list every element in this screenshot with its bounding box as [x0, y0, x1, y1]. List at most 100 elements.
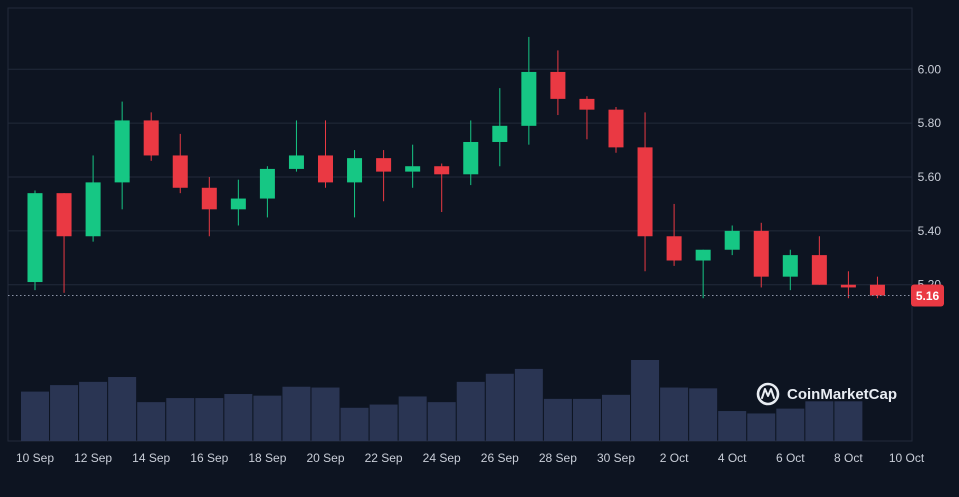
- y-tick-label: 6.00: [918, 62, 942, 76]
- candle-body: [288, 155, 304, 169]
- candle-body: [114, 120, 130, 183]
- x-tick-label: 14 Sep: [132, 451, 170, 465]
- candle-body: [347, 158, 363, 183]
- volume-bar: [456, 381, 485, 441]
- volume-bar: [485, 373, 514, 441]
- volume-bar: [166, 398, 195, 441]
- candle-body: [56, 193, 72, 237]
- candle-body: [782, 255, 798, 277]
- x-tick-label: 12 Sep: [74, 451, 112, 465]
- candle-body: [85, 182, 101, 237]
- volume-bar: [834, 401, 863, 441]
- x-tick-label: 22 Sep: [365, 451, 403, 465]
- candle-layer: [27, 36, 885, 299]
- candle: [492, 88, 508, 167]
- candle-body: [318, 155, 333, 183]
- x-tick-label: 26 Sep: [481, 451, 519, 465]
- brand-name: CoinMarketCap: [787, 386, 897, 403]
- volume-bar: [543, 398, 572, 441]
- candle-body: [521, 71, 537, 126]
- volume-bar: [253, 395, 282, 441]
- candle: [56, 193, 72, 293]
- volume-bar: [805, 401, 834, 441]
- volume-bar: [747, 413, 776, 441]
- candle-body: [753, 230, 769, 277]
- candle-body: [201, 187, 217, 210]
- candle: [114, 101, 130, 210]
- candle: [521, 36, 537, 145]
- volume-bar: [369, 404, 398, 441]
- candle: [608, 106, 624, 153]
- candle: [405, 144, 421, 188]
- price-tag-background: [911, 284, 944, 307]
- candle-body: [695, 249, 711, 261]
- volume-bar: [427, 402, 456, 441]
- candle: [463, 120, 479, 186]
- current-price-label: 5.16: [916, 289, 940, 303]
- candle: [347, 150, 363, 218]
- candle-body: [492, 125, 508, 142]
- x-tick-label: 10 Sep: [16, 451, 54, 465]
- volume-bar: [776, 408, 805, 441]
- y-tick-label: 5.40: [918, 224, 942, 238]
- volume-bar: [718, 411, 747, 441]
- current-price-tag: 5.16: [911, 284, 944, 307]
- volume-bar: [514, 368, 543, 441]
- volume-bar: [572, 398, 601, 441]
- volume-bar: [79, 381, 108, 441]
- candle-body: [405, 166, 421, 172]
- candle: [288, 120, 304, 172]
- volume-bar: [195, 398, 224, 441]
- candle: [201, 177, 217, 237]
- x-tick-label: 2 Oct: [660, 451, 689, 465]
- candle: [840, 271, 856, 299]
- volume-bar: [631, 360, 660, 441]
- candle-body: [434, 166, 450, 175]
- candle-body: [637, 147, 653, 237]
- x-tick-label: 18 Sep: [248, 451, 286, 465]
- candle: [143, 112, 159, 161]
- candle-body: [869, 284, 885, 296]
- y-tick-label: 5.60: [918, 170, 942, 184]
- volume-bar: [21, 391, 49, 441]
- candle: [85, 155, 101, 242]
- candle-body: [840, 284, 856, 288]
- candle: [550, 50, 566, 116]
- volume-bar: [311, 387, 340, 441]
- candle: [259, 166, 275, 218]
- volume-bar: [137, 402, 166, 441]
- volume-bar: [689, 388, 718, 441]
- candle: [579, 96, 595, 140]
- volume-bar: [340, 407, 369, 441]
- volume-bar: [50, 385, 79, 441]
- candle: [666, 203, 682, 266]
- candle-body: [259, 168, 275, 199]
- candle: [724, 225, 740, 256]
- x-tick-label: 10 Oct: [889, 451, 925, 465]
- candle: [811, 236, 827, 285]
- candle: [230, 179, 246, 226]
- x-tick-label: 4 Oct: [718, 451, 747, 465]
- candle-body: [666, 236, 682, 261]
- candle: [782, 249, 798, 291]
- candle: [434, 163, 450, 213]
- candle-body: [608, 109, 624, 148]
- candle-body: [172, 155, 188, 188]
- volume-bar: [660, 387, 689, 441]
- x-tick-label: 24 Sep: [423, 451, 461, 465]
- candle-body: [143, 120, 159, 156]
- coinmarketcap-logo-icon: [756, 382, 780, 406]
- candle-body: [230, 198, 246, 210]
- volume-bar: [108, 377, 137, 441]
- candle: [376, 150, 392, 202]
- x-tick-label: 30 Sep: [597, 451, 635, 465]
- candle: [27, 190, 43, 291]
- candle-body: [724, 230, 740, 250]
- y-tick-label: 5.80: [918, 116, 942, 130]
- volume-bar: [602, 394, 630, 441]
- x-tick-label: 28 Sep: [539, 451, 577, 465]
- x-tick-label: 16 Sep: [190, 451, 228, 465]
- candle: [318, 120, 333, 188]
- volume-bar: [398, 396, 427, 441]
